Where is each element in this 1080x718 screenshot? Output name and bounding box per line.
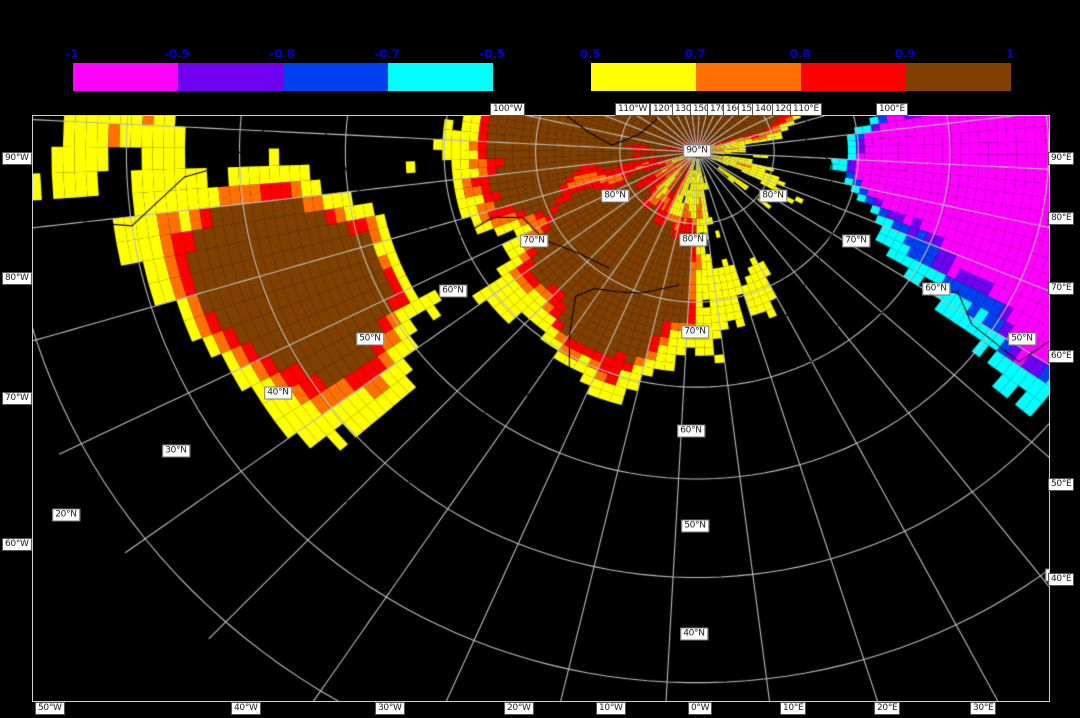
latitude-label: 90°N bbox=[683, 144, 711, 158]
bottom-longitude-label: 30°W bbox=[375, 702, 405, 715]
right-longitude-label: 70°E bbox=[1048, 282, 1075, 295]
latitude-label: 50°N bbox=[681, 519, 709, 533]
latitude-label: 30°N bbox=[162, 444, 190, 458]
top-longitude-label: 100°W bbox=[490, 103, 526, 116]
latitude-label: 40°N bbox=[680, 627, 708, 641]
latitude-label: 80°N bbox=[679, 233, 707, 247]
top-longitude-label: 110°W bbox=[615, 103, 651, 116]
left-longitude-label: 90°W bbox=[2, 152, 32, 165]
latitude-label: 20°N bbox=[52, 508, 80, 522]
colorbar-swatch-0 bbox=[591, 63, 696, 91]
latitude-label: 70°N bbox=[681, 325, 709, 339]
right-longitude-label: 80°E bbox=[1048, 212, 1075, 225]
colorbar-tick: 0.9 bbox=[894, 47, 916, 61]
colorbar-swatch-2 bbox=[283, 63, 388, 91]
latitude-label: 60°N bbox=[677, 424, 705, 438]
colorbar-swatch-1 bbox=[696, 63, 801, 91]
latitude-label: 80°N bbox=[759, 189, 787, 203]
latitude-label: 70°N bbox=[520, 234, 548, 248]
latitude-label: 70°N bbox=[842, 234, 870, 248]
right-longitude-label: 50°E bbox=[1048, 478, 1075, 491]
map-frame[interactable]: 90°N 80°N 80°N 80°N 70°N 70°N 70°N 60°N 60°N 60°N… bbox=[32, 115, 1050, 702]
left-longitude-label: 70°W bbox=[2, 392, 32, 405]
bottom-longitude-label: 10°E bbox=[780, 702, 807, 715]
right-longitude-label: 60°E bbox=[1048, 350, 1075, 363]
bottom-longitude-label: 30°E bbox=[970, 702, 997, 715]
latitude-label: 80°N bbox=[601, 189, 629, 203]
top-longitude-label: 110°E bbox=[790, 103, 822, 116]
latitude-label: 50°N bbox=[356, 332, 384, 346]
left-longitude-label: 60°W bbox=[2, 538, 32, 551]
right-longitude-label: 90°E bbox=[1048, 152, 1075, 165]
bottom-longitude-label: 40°W bbox=[231, 702, 261, 715]
colorbar-tick: -0.8 bbox=[269, 47, 295, 61]
bottom-longitude-label: 20°E bbox=[874, 702, 901, 715]
colorbar-swatch-3 bbox=[388, 63, 493, 91]
top-longitude-label: 100°E bbox=[876, 103, 908, 116]
latitude-label: 50°N bbox=[1008, 332, 1036, 346]
colorbar-tick: -0.9 bbox=[164, 47, 190, 61]
latitude-label: 60°N bbox=[439, 284, 467, 298]
right-longitude-label: 40°E bbox=[1048, 573, 1075, 586]
colorbar-tick: 1 bbox=[1005, 47, 1015, 61]
colorbar-tick: -0.7 bbox=[374, 47, 400, 61]
latitude-label: 40°N bbox=[264, 386, 292, 400]
colorbar-tick: 0.7 bbox=[684, 47, 706, 61]
colorbar-swatch-2 bbox=[801, 63, 906, 91]
bottom-longitude-label: 0°W bbox=[688, 702, 713, 715]
colorbar-swatch-1 bbox=[178, 63, 283, 91]
left-longitude-label: 80°W bbox=[2, 272, 32, 285]
colorbar-swatch-0 bbox=[73, 63, 178, 91]
map-data-canvas[interactable] bbox=[33, 116, 1049, 701]
colorbar-negative bbox=[72, 62, 494, 92]
colorbar-swatch-3 bbox=[906, 63, 1011, 91]
bottom-longitude-label: 50°W bbox=[35, 702, 65, 715]
bottom-longitude-label: 20°W bbox=[504, 702, 534, 715]
colorbar-positive bbox=[590, 62, 1012, 92]
bottom-longitude-label: 10°W bbox=[596, 702, 626, 715]
colorbar-tick: 0.8 bbox=[789, 47, 811, 61]
colorbar-tick: 0.5 bbox=[579, 47, 601, 61]
latitude-label: 60°N bbox=[922, 282, 950, 296]
colorbar-tick: -0.5 bbox=[479, 47, 505, 61]
colorbar-tick: -1 bbox=[65, 47, 79, 61]
